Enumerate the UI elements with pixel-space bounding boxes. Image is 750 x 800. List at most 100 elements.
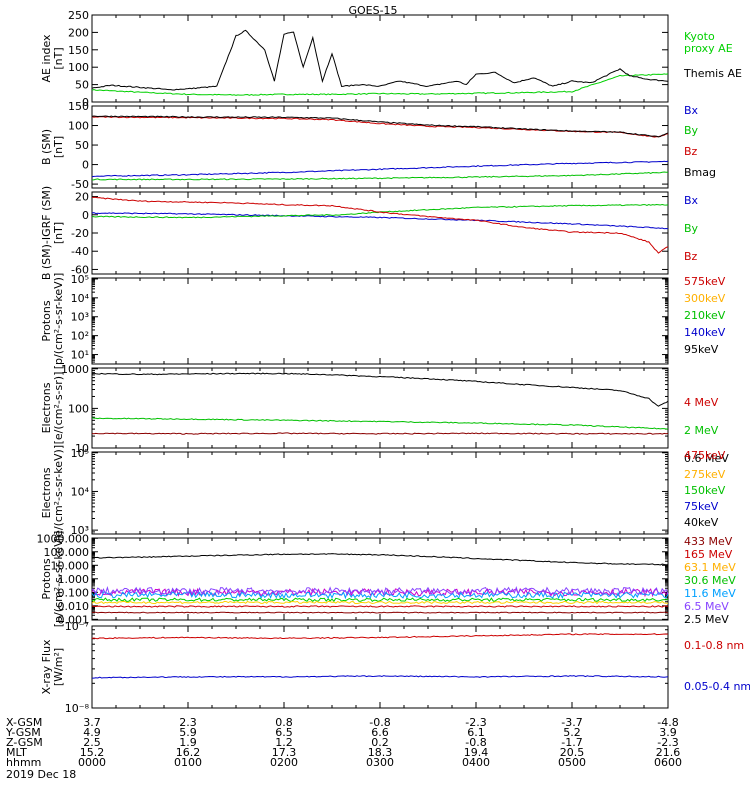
date-label: 2019 Dec 18 xyxy=(6,768,76,781)
footer-value: 0100 xyxy=(174,756,202,769)
legend-entry-line: Bmag xyxy=(684,166,716,179)
y-tick-label: 0.010 xyxy=(58,600,90,613)
panel-2: -50 0 50 100 150 B (SM)[nT] Bx By Bz Bmag xyxy=(40,100,716,191)
legend-entry: 575keV xyxy=(684,275,726,288)
legend-entry: Themis AE xyxy=(683,67,742,80)
footer-value: 0000 xyxy=(78,756,106,769)
panel-frame xyxy=(91,14,669,103)
panel-3: -60 -40 -20 0 20 B (SM)-IGRF (SM)[nT] Bx By Bz xyxy=(40,186,699,280)
footer-value: 17.3 xyxy=(272,746,297,759)
series-11-6-mev xyxy=(91,590,669,600)
series-2-mev xyxy=(91,417,669,430)
footer-value: -2.3 xyxy=(465,716,486,729)
legend-entry-line: 140keV xyxy=(684,326,726,339)
footer-value: 0500 xyxy=(558,756,586,769)
series-bz xyxy=(91,116,669,138)
legend-entry-line: Themis AE xyxy=(683,67,742,80)
panel-frame xyxy=(91,537,669,621)
y-tick-label: 0 xyxy=(82,209,89,222)
y-tick-label: 1000.000 xyxy=(37,532,90,545)
footer-value: 0200 xyxy=(270,756,298,769)
figure-title: GOES-15 xyxy=(348,4,397,17)
legend-entry-line: proxy AE xyxy=(684,42,733,55)
panel-frame xyxy=(91,277,669,365)
legend-entry: 475keV xyxy=(684,449,726,462)
footer-value: 15.2 xyxy=(80,746,105,759)
footer-value: 18.3 xyxy=(368,746,393,759)
y-tick-label: 200 xyxy=(68,26,89,39)
legend-entry: 0.1-0.8 nm xyxy=(684,639,744,652)
legend-entry-line: 63.1 MeV xyxy=(684,561,736,574)
legend-entry-line: Bz xyxy=(684,250,698,263)
series-bmag xyxy=(91,115,669,138)
legend-entry: By xyxy=(684,124,699,137)
y-tick-label: 10¹ xyxy=(71,349,89,362)
y-axis-label: Electrons[e/(cm²-s-sr-keV)] xyxy=(40,445,65,541)
footer-value: 1.9 xyxy=(179,736,197,749)
legend-entry-line: 6.5 MeV xyxy=(684,600,729,613)
footer-value: 5.9 xyxy=(179,726,197,739)
y-axis-label-line: B (SM)-IGRF (SM) xyxy=(40,186,53,280)
footer-value: 6.5 xyxy=(275,726,293,739)
legend-entry: 63.1 MeV xyxy=(684,561,736,574)
legend-entry-line: By xyxy=(684,124,699,137)
series-kyoto-proxy-ae xyxy=(91,73,669,96)
series-by xyxy=(92,171,668,181)
legend-entry-line: 2.5 MeV xyxy=(684,613,729,626)
series-bx xyxy=(91,160,669,178)
panel-8: 10⁻⁸10⁻⁷X-ray Flux[W/m²]0.1-0.8 nm0.05-0… xyxy=(40,620,750,715)
footer-value: 3.7 xyxy=(83,716,101,729)
y-tick-label: 10 xyxy=(75,442,89,455)
y-tick-label: 10³ xyxy=(71,524,89,537)
y-axis-label: B (SM)-IGRF (SM)[nT] xyxy=(40,186,65,280)
legend-entry-line: 75keV xyxy=(684,500,719,513)
series-by xyxy=(91,203,669,219)
legend-entry: 11.6 MeV xyxy=(684,587,736,600)
footer-row-label: Y-GSM xyxy=(5,726,41,739)
legend-entry-line: 165 MeV xyxy=(684,548,733,561)
footer-row-label: MLT xyxy=(6,746,27,759)
footer-value: 16.2 xyxy=(176,746,201,759)
panel-frame xyxy=(91,191,669,275)
legend-entry: 140keV xyxy=(684,326,726,339)
y-tick-label: 100 xyxy=(68,120,89,133)
y-axis-label-line: B (SM) xyxy=(40,129,53,165)
y-axis-label-line: [e/(cm²-s-sr)] xyxy=(52,372,65,445)
y-axis-label-line: [nT] xyxy=(52,136,65,158)
y-tick-label: 150 xyxy=(68,44,89,57)
footer-value: 3.9 xyxy=(659,726,677,739)
footer-row-label: Z-GSM xyxy=(6,736,43,749)
legend-entry: Bx xyxy=(684,104,699,117)
legend-entry-line: Bx xyxy=(684,104,699,117)
legend-entry: Bz xyxy=(684,250,698,263)
series-433-mev xyxy=(92,611,669,614)
footer-value: -0.8 xyxy=(369,716,390,729)
y-tick-label: 10³ xyxy=(71,311,89,324)
legend-entry-line: 30.6 MeV xyxy=(684,574,736,587)
footer-value: 6.6 xyxy=(371,726,389,739)
y-tick-label: 0 xyxy=(82,96,89,109)
series-bz xyxy=(91,196,669,254)
footer-value: 5.2 xyxy=(563,726,581,739)
panel-frame xyxy=(91,367,669,449)
footer-value: 0400 xyxy=(462,756,490,769)
legend-entry: 300keV xyxy=(684,292,726,305)
y-tick-label: 0.001 xyxy=(58,613,90,626)
legend-entry-line: Bx xyxy=(684,194,699,207)
legend-entry-line: 2 MeV xyxy=(684,424,719,437)
y-axis-label-line: [e/(cm²-s-sr-keV)] xyxy=(52,445,65,541)
y-axis-label-line: X-ray Flux xyxy=(40,639,53,695)
y-tick-label: 100 xyxy=(68,61,89,74)
footer-value: -4.8 xyxy=(657,716,678,729)
series-165-mev xyxy=(91,605,668,608)
y-tick-label: 10⁻⁷ xyxy=(65,620,89,633)
legend-entry-line: 0.1-0.8 nm xyxy=(684,639,744,652)
footer-value: -3.7 xyxy=(561,716,582,729)
series-4-mev xyxy=(91,432,669,435)
series-themis-ae xyxy=(91,29,669,91)
y-axis-label: Protons[p/(cm²-s-sr-keV)] xyxy=(40,531,65,628)
legend-entry-line: 475keV xyxy=(684,449,726,462)
